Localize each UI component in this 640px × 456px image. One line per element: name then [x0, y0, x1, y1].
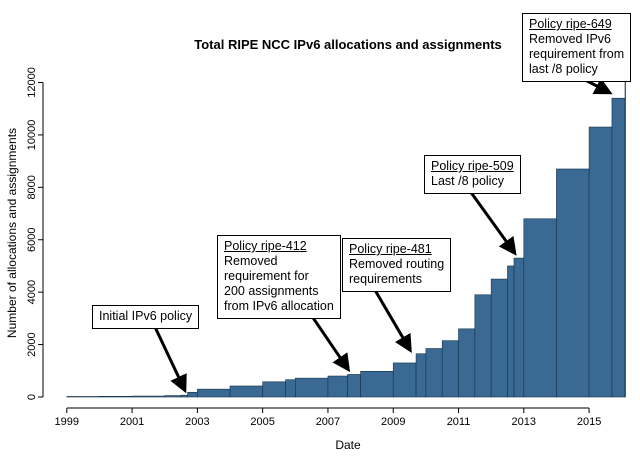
- annotation-ripe-481-policy: Policy ripe-481: [349, 242, 432, 256]
- bar: [164, 395, 182, 398]
- annotation-arrow: [153, 326, 187, 394]
- bar: [611, 97, 626, 398]
- annotation-ripe-649-policy: Policy ripe-649: [529, 17, 612, 31]
- x-tick-label: 2015: [577, 416, 601, 428]
- y-tick-label: 6000: [26, 227, 38, 251]
- bar: [588, 126, 613, 398]
- bar: [507, 265, 515, 398]
- y-tick-label: 8000: [26, 175, 38, 199]
- bar: [262, 381, 286, 398]
- bar: [556, 168, 590, 398]
- y-tick-label: 2000: [26, 332, 38, 356]
- annotation-arrow: [468, 190, 517, 256]
- bar: [180, 394, 188, 398]
- annotation-ripe-649: Policy ripe-649 Removed IPv6 requirement…: [522, 13, 632, 82]
- x-tick-label: 2005: [250, 416, 274, 428]
- annotation-arrow: [370, 284, 412, 353]
- chart-title: Total RIPE NCC IPv6 allocations and assi…: [194, 37, 502, 52]
- bar: [490, 278, 508, 398]
- bar: [285, 379, 296, 398]
- y-axis-label: Number of allocations and assignments: [5, 128, 19, 338]
- y-tick-label: 4000: [26, 280, 38, 304]
- bar: [513, 257, 525, 398]
- annotation-ripe-649-text: Removed IPv6 requirement from last /8 po…: [529, 32, 625, 76]
- annotation-ripe-509-policy: Policy ripe-509: [431, 159, 514, 173]
- annotation-ripe-509: Policy ripe-509 Last /8 policy: [424, 155, 521, 194]
- bar: [392, 362, 417, 398]
- annotation-initial-policy: Initial IPv6 policy: [92, 305, 200, 329]
- bar: [347, 374, 361, 398]
- bar: [425, 348, 443, 398]
- y-tick-label: 10000: [26, 120, 38, 151]
- bar: [523, 218, 557, 398]
- annotation-ripe-412-text: Removed requirement for 200 assignments …: [224, 254, 334, 313]
- annotation-ripe-412: Policy ripe-412 Removed requirement for …: [217, 235, 341, 319]
- x-tick-label: 2011: [447, 416, 471, 428]
- x-tick-label: 1999: [55, 416, 79, 428]
- bar: [66, 396, 100, 398]
- x-tick-label: 2001: [120, 416, 144, 428]
- x-tick-label: 2009: [381, 416, 405, 428]
- bar: [415, 353, 427, 398]
- x-tick-label: 2013: [512, 416, 536, 428]
- bar: [624, 71, 626, 398]
- annotation-ripe-481-text: Removed routing requirements: [349, 257, 445, 286]
- bar: [229, 385, 263, 398]
- bar: [197, 388, 231, 398]
- annotation-initial-text: Initial IPv6 policy: [99, 309, 193, 323]
- annotation-ripe-481: Policy ripe-481 Removed routing requirem…: [342, 238, 452, 292]
- axes: 1999 2001 2003 2005 2007 2009 2011 2013 2015 0 200…: [26, 67, 601, 428]
- bar: [294, 377, 329, 398]
- bar: [99, 396, 133, 398]
- x-axis-label: Date: [335, 438, 361, 452]
- bar: [187, 391, 198, 398]
- y-tick-label: 12000: [26, 67, 38, 98]
- annotation-ripe-412-policy: Policy ripe-412: [224, 239, 307, 253]
- bar: [327, 375, 348, 398]
- bar: [441, 340, 459, 398]
- annotation-ripe-509-text: Last /8 policy: [431, 174, 504, 188]
- x-tick-label: 2007: [316, 416, 340, 428]
- bar: [474, 294, 492, 398]
- bar-series: [66, 71, 626, 398]
- bar: [131, 395, 166, 398]
- bar: [458, 328, 476, 398]
- bar: [360, 371, 394, 398]
- y-tick-label: 0: [26, 394, 38, 400]
- x-tick-label: 2003: [185, 416, 209, 428]
